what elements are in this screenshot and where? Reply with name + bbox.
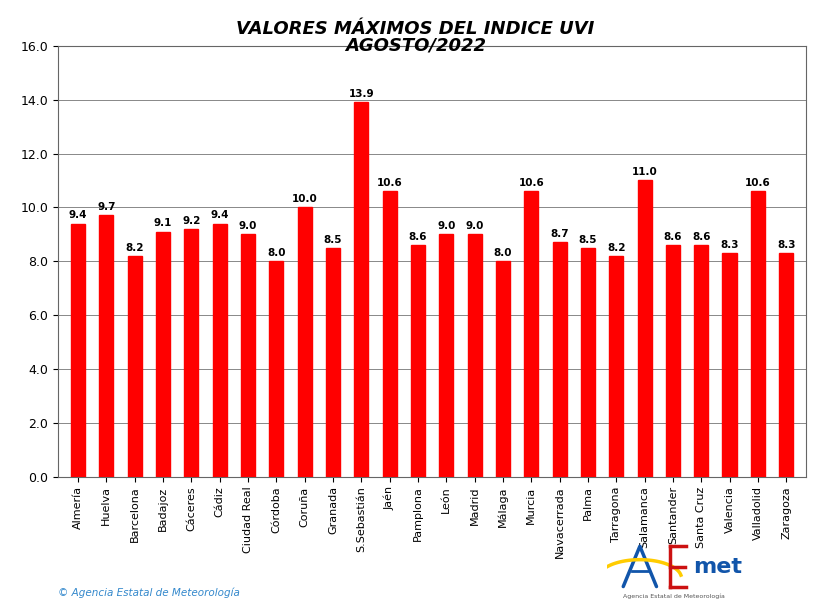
Bar	[382, 191, 396, 477]
Text: 9.0: 9.0	[437, 221, 455, 231]
Text: 8.6: 8.6	[692, 232, 711, 242]
Bar	[241, 234, 255, 477]
Text: VALORES MÁXIMOS DEL INDICE UVI: VALORES MÁXIMOS DEL INDICE UVI	[236, 20, 595, 37]
Bar	[751, 191, 765, 477]
Bar	[666, 245, 680, 477]
Bar	[128, 256, 142, 477]
Text: 8.6: 8.6	[664, 232, 682, 242]
Bar	[468, 234, 482, 477]
Text: 8.5: 8.5	[324, 235, 342, 244]
Text: Agencia Estatal de Meteorología: Agencia Estatal de Meteorología	[623, 594, 725, 599]
Text: 10.6: 10.6	[745, 178, 771, 188]
Text: 9.7: 9.7	[97, 202, 116, 212]
Bar	[779, 253, 794, 477]
Text: 10.6: 10.6	[376, 178, 402, 188]
Text: 9.0: 9.0	[238, 221, 257, 231]
Text: 9.0: 9.0	[465, 221, 484, 231]
Bar	[99, 216, 113, 477]
Bar	[637, 180, 652, 477]
Bar	[354, 103, 368, 477]
Text: 11.0: 11.0	[632, 167, 657, 177]
Text: 8.2: 8.2	[607, 243, 626, 252]
Bar	[71, 224, 85, 477]
Bar	[524, 191, 538, 477]
Text: 9.4: 9.4	[210, 210, 229, 221]
Text: 9.2: 9.2	[182, 216, 200, 225]
Bar	[213, 224, 227, 477]
Text: 8.7: 8.7	[550, 229, 569, 239]
Text: AGOSTO/2022: AGOSTO/2022	[345, 37, 486, 54]
Text: 8.0: 8.0	[267, 248, 286, 258]
Text: 9.1: 9.1	[154, 218, 172, 229]
Text: 10.6: 10.6	[519, 178, 544, 188]
Text: 9.4: 9.4	[69, 210, 87, 221]
Text: 8.3: 8.3	[777, 240, 795, 250]
Bar	[581, 247, 595, 477]
Bar	[156, 232, 170, 477]
Text: 10.0: 10.0	[292, 194, 317, 204]
Text: 8.3: 8.3	[720, 240, 739, 250]
Bar	[609, 256, 623, 477]
Text: © Agencia Estatal de Meteorología: © Agencia Estatal de Meteorología	[58, 587, 240, 598]
Bar	[297, 207, 312, 477]
Bar	[184, 229, 199, 477]
Text: 8.6: 8.6	[409, 232, 427, 242]
Bar	[553, 243, 567, 477]
Bar	[440, 234, 454, 477]
Text: 8.2: 8.2	[125, 243, 144, 252]
Text: 8.0: 8.0	[494, 248, 512, 258]
Bar	[694, 245, 708, 477]
Bar	[496, 262, 510, 477]
Text: 13.9: 13.9	[348, 89, 374, 99]
Text: met: met	[693, 557, 742, 577]
Bar	[326, 247, 340, 477]
Bar	[269, 262, 283, 477]
Bar	[722, 253, 736, 477]
Text: 8.5: 8.5	[578, 235, 597, 244]
Bar	[411, 245, 425, 477]
